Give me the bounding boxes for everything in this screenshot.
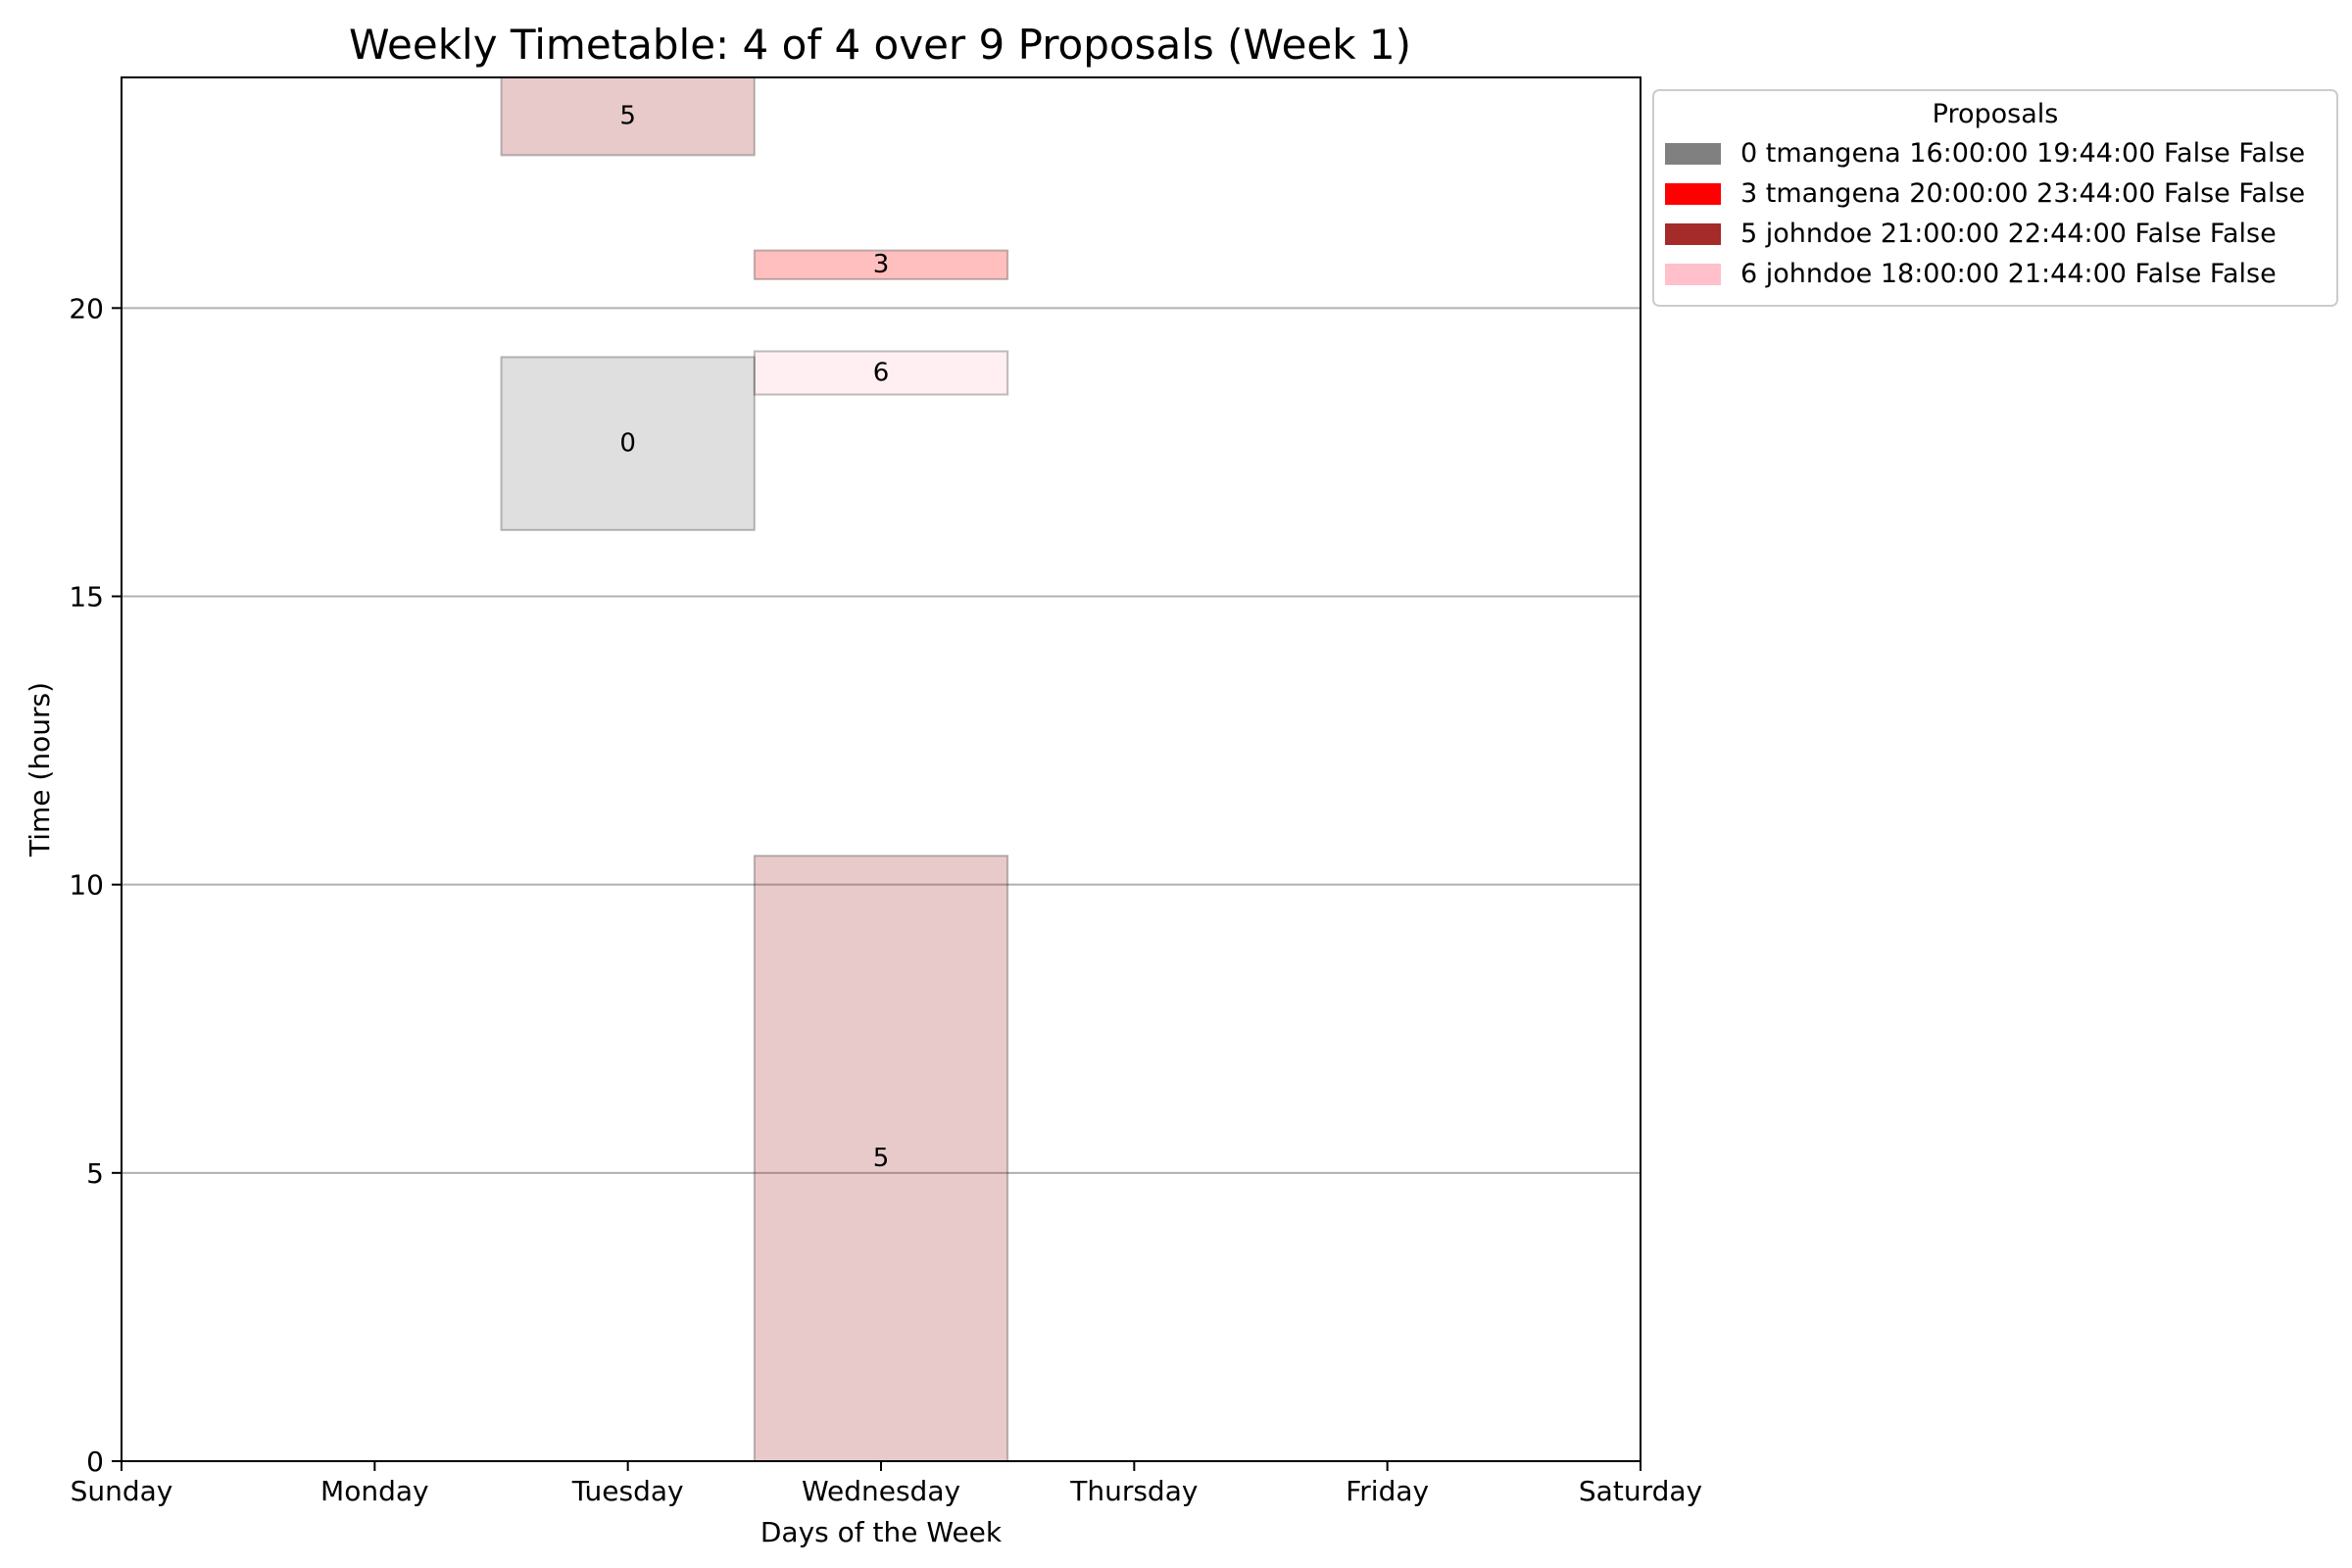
x-tick-label: Sunday bbox=[71, 1475, 173, 1507]
x-tick-label: Tuesday bbox=[571, 1475, 684, 1507]
x-axis-label: Days of the Week bbox=[760, 1516, 1003, 1548]
x-axis-ticks: Sunday Monday Tuesday Wednesday Thursday Frid… bbox=[71, 1461, 1702, 1507]
y-axis-label: Time (hours) bbox=[24, 682, 56, 858]
chart-title: Weekly Timetable: 4 of 4 over 9 Proposal… bbox=[349, 21, 1411, 69]
y-tick-label: 0 bbox=[86, 1446, 104, 1478]
proposal-block-labels: 5 0 3 6 5 bbox=[619, 102, 889, 1173]
y-axis-ticks: 0 5 10 15 20 bbox=[69, 292, 122, 1478]
legend-title: Proposals bbox=[1933, 99, 2059, 129]
legend-swatch bbox=[1665, 223, 1721, 245]
x-tick-label: Saturday bbox=[1579, 1475, 1702, 1507]
proposal-block-label: 3 bbox=[873, 250, 890, 279]
legend-frame bbox=[1652, 89, 2338, 307]
y-tick-label: 20 bbox=[69, 292, 104, 324]
x-tick-label: Friday bbox=[1346, 1475, 1429, 1507]
x-tick-label: Monday bbox=[320, 1475, 429, 1507]
x-tick-label: Wednesday bbox=[802, 1475, 960, 1507]
grid-lines bbox=[122, 307, 1641, 1174]
legend-entry-label: 6 johndoe 18:00:00 21:44:00 False False bbox=[1740, 259, 2277, 289]
legend-entry-label: 0 tmangena 16:00:00 19:44:00 False False bbox=[1740, 138, 2305, 169]
proposal-block-label: 5 bbox=[619, 102, 636, 131]
legend-swatch bbox=[1665, 183, 1721, 205]
proposal-block-label: 0 bbox=[619, 429, 636, 459]
proposal-block-6 bbox=[753, 350, 1009, 396]
proposal-block-label: 5 bbox=[873, 1144, 890, 1173]
legend-swatch bbox=[1665, 264, 1721, 285]
proposal-block-5 bbox=[753, 855, 1009, 1462]
proposal-block-0 bbox=[500, 356, 756, 531]
legend-entry-label: 5 johndoe 21:00:00 22:44:00 False False bbox=[1740, 219, 2277, 249]
legend: Proposals 0 tmangena 16:00:00 19:44:00 F… bbox=[1652, 89, 2338, 307]
y-tick-label: 5 bbox=[86, 1157, 104, 1190]
proposal-blocks bbox=[500, 76, 1009, 1462]
proposal-block-label: 6 bbox=[873, 359, 890, 388]
legend-entry-label: 3 tmangena 20:00:00 23:44:00 False False bbox=[1740, 178, 2305, 209]
legend-entries: 0 tmangena 16:00:00 19:44:00 False False… bbox=[1665, 138, 2305, 289]
x-tick-label: Thursday bbox=[1069, 1475, 1198, 1507]
legend-swatch bbox=[1665, 143, 1721, 165]
y-tick-label: 15 bbox=[69, 581, 104, 613]
proposal-block-3 bbox=[753, 249, 1009, 280]
proposal-block-5 bbox=[500, 76, 756, 157]
y-tick-label: 10 bbox=[69, 869, 104, 902]
